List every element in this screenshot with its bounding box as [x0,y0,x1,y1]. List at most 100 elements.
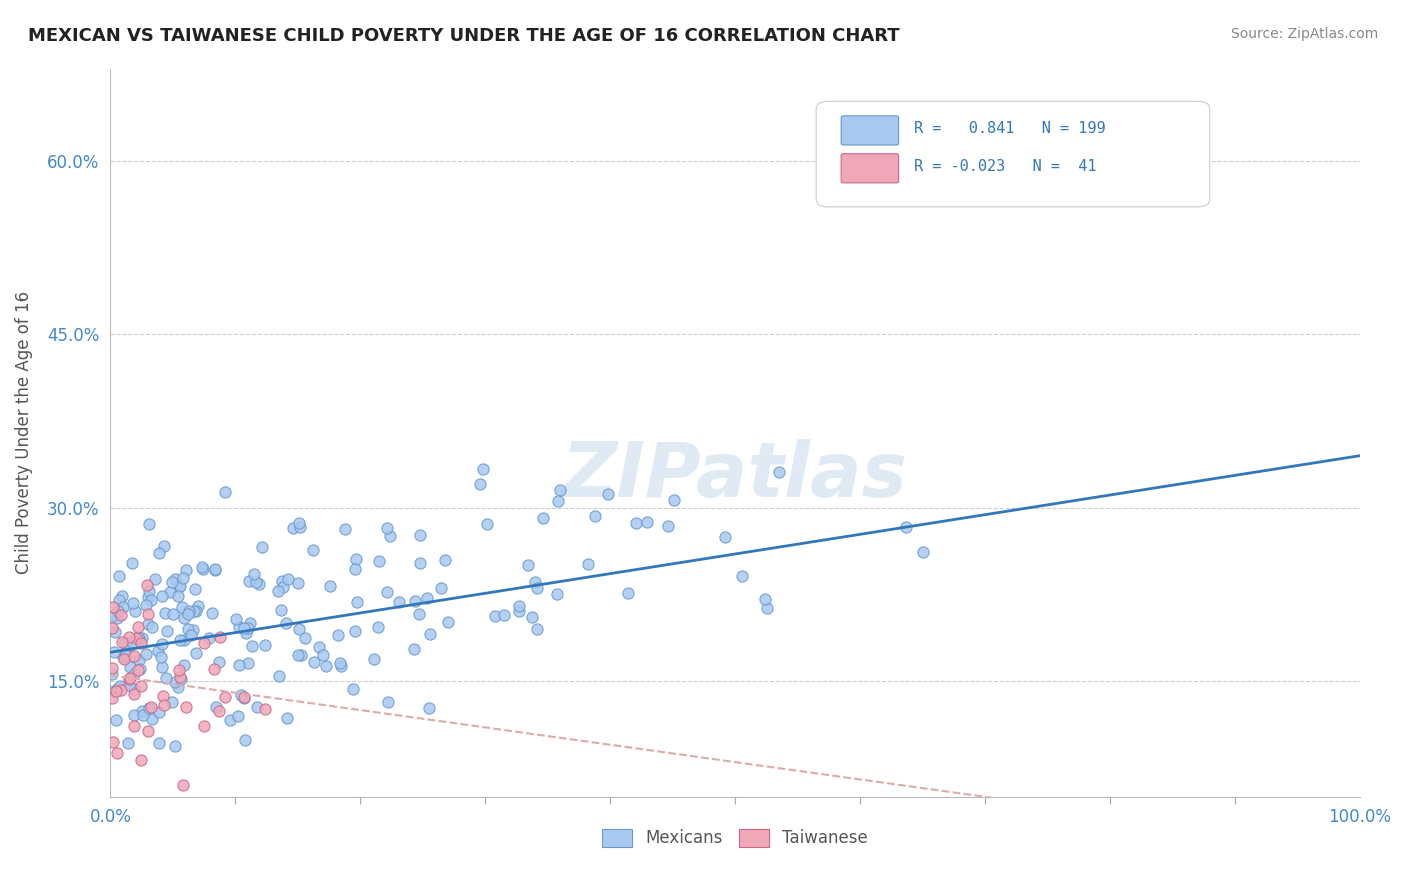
Point [101,735,124,749]
Point [124,681,146,696]
Point [103,683,125,698]
Point [416,591,439,606]
Point [231,688,253,702]
Point [101,691,124,706]
Point [172,778,194,792]
Point [114,648,136,663]
Point [111,589,134,603]
Point [166,589,188,603]
Point [105,746,128,760]
Point [205,699,228,714]
Point [122,687,145,701]
Point [162,696,184,710]
Point [118,678,141,692]
Point [172,571,194,585]
Point [124,666,146,681]
Point [138,583,160,598]
Point [160,575,183,590]
Point [547,494,569,508]
Point [127,663,149,677]
Point [193,636,215,650]
Point [181,623,204,637]
Point [128,653,150,667]
Point [526,581,548,595]
Point [755,600,778,615]
Point [184,582,207,597]
Point [136,617,159,632]
Point [225,612,247,626]
Point [169,670,191,684]
Point [184,604,207,618]
Point [228,620,250,634]
Point [127,620,149,634]
Point [155,624,177,639]
Point [163,739,186,753]
Point [128,662,150,676]
Point [129,636,152,650]
Point [468,477,491,491]
Point [177,604,200,618]
Point [302,656,325,670]
Point [754,592,776,607]
Point [112,651,135,665]
Point [108,593,131,607]
Point [636,515,658,529]
Point [187,599,209,614]
Point [388,595,411,609]
Point [363,652,385,666]
Point [233,732,256,747]
Point [624,516,647,530]
Point [122,719,145,733]
Point [214,690,236,704]
Point [287,623,309,637]
Point [276,710,298,724]
Point [288,519,311,533]
Point [526,622,548,636]
Point [270,574,292,589]
Point [150,649,173,664]
Point [122,707,145,722]
Point [346,595,368,609]
Point [664,493,686,508]
Point [408,607,430,622]
Point [238,574,260,589]
Point [290,648,312,662]
Point [128,632,150,647]
Point [103,645,125,659]
Point [326,628,349,642]
Point [135,647,157,661]
Point [180,628,202,642]
Point [247,576,270,591]
Point [233,620,256,634]
Point [141,712,163,726]
Point [235,625,257,640]
Point [277,572,299,586]
Point [124,649,146,664]
Point [131,753,153,767]
Point [287,575,309,590]
Point [174,699,197,714]
Point [111,635,134,649]
Point [153,540,176,554]
Point [616,586,638,600]
Point [333,522,356,536]
Point [508,604,530,618]
Point [319,579,342,593]
Point [409,528,432,542]
Point [204,563,226,577]
Point [228,657,250,672]
Point [155,671,177,685]
Point [657,519,679,533]
Point [911,545,934,559]
Point [311,648,333,663]
Point [186,646,208,660]
Point [117,736,139,750]
Point [101,599,124,614]
Point [308,640,330,654]
Point [139,699,162,714]
Point [169,633,191,648]
Point [236,656,259,670]
Point [118,630,141,644]
Point [159,584,181,599]
Point [254,702,277,716]
